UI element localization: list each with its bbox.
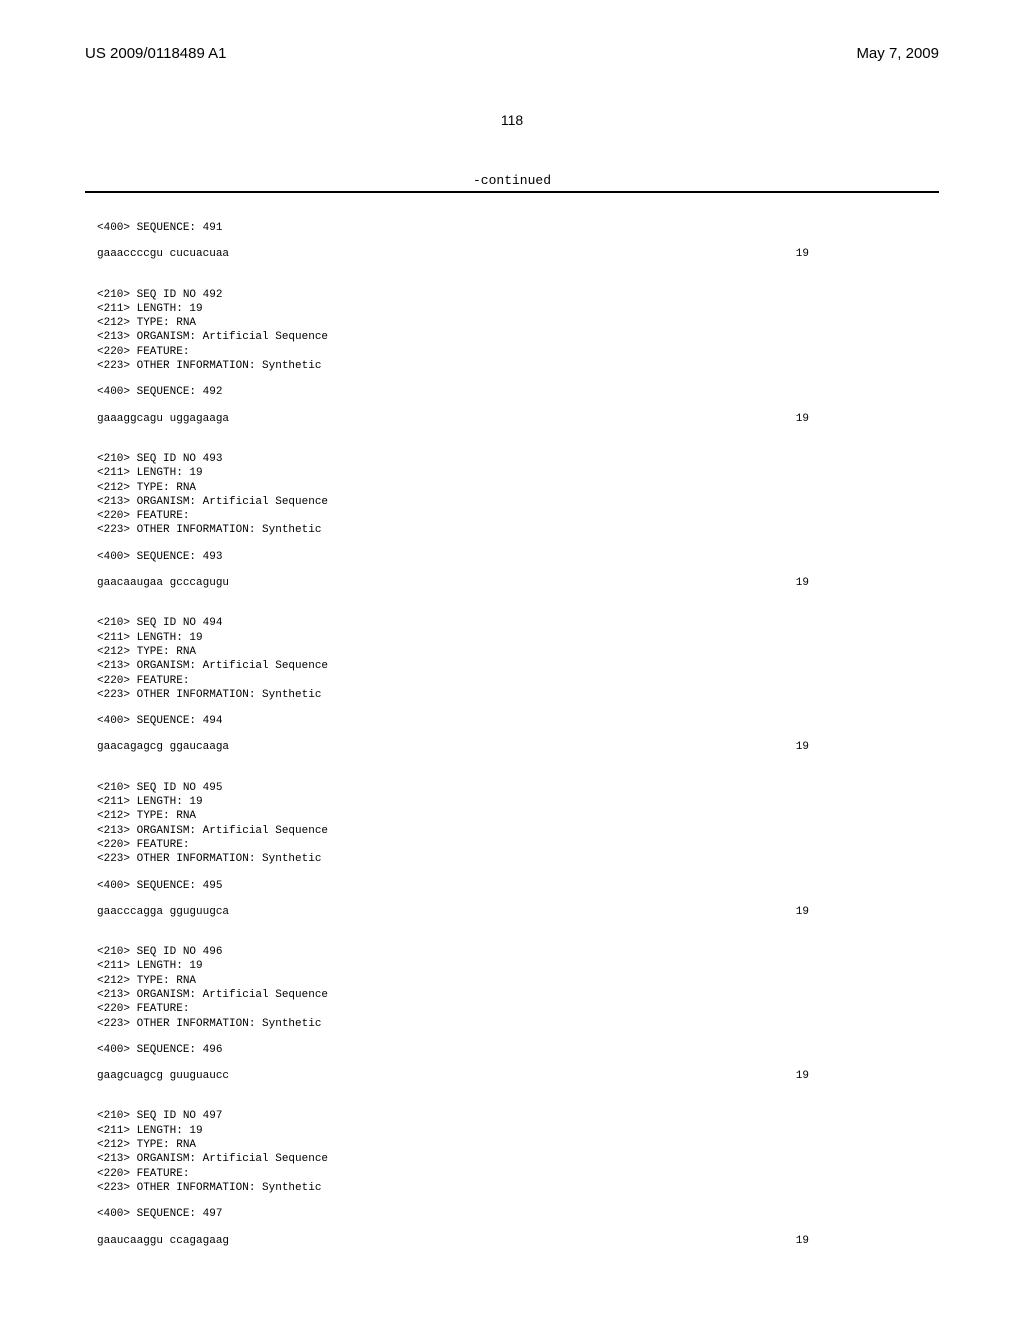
sequence-data: gaacaaugaa gcccagugu	[97, 576, 229, 590]
seq-field: <211> LENGTH: 19	[97, 1124, 939, 1138]
sequence-label: <400> SEQUENCE: 495	[97, 879, 939, 893]
seq-field: <212> TYPE: RNA	[97, 316, 939, 330]
sequence-label: <400> SEQUENCE: 494	[97, 714, 939, 728]
seq-field: <213> ORGANISM: Artificial Sequence	[97, 1152, 939, 1166]
seq-field: <213> ORGANISM: Artificial Sequence	[97, 659, 939, 673]
sequence-block: <210> SEQ ID NO 493 <211> LENGTH: 19 <21…	[97, 452, 939, 590]
seq-field: <212> TYPE: RNA	[97, 1138, 939, 1152]
seq-field: <213> ORGANISM: Artificial Sequence	[97, 330, 939, 344]
seq-field: <211> LENGTH: 19	[97, 302, 939, 316]
seq-field: <223> OTHER INFORMATION: Synthetic	[97, 523, 939, 537]
sequence-block: <210> SEQ ID NO 492 <211> LENGTH: 19 <21…	[97, 288, 939, 426]
seq-field: <212> TYPE: RNA	[97, 974, 939, 988]
sequence-listing: <400> SEQUENCE: 491 gaaaccccgu cucuacuaa…	[85, 221, 939, 1248]
sequence-data: gaaaccccgu cucuacuaa	[97, 247, 229, 261]
sequence-block: <400> SEQUENCE: 491 gaaaccccgu cucuacuaa…	[97, 221, 939, 262]
seq-field: <220> FEATURE:	[97, 1002, 939, 1016]
seq-field: <210> SEQ ID NO 497	[97, 1109, 939, 1123]
seq-field: <211> LENGTH: 19	[97, 959, 939, 973]
seq-field: <223> OTHER INFORMATION: Synthetic	[97, 1181, 939, 1195]
seq-field: <220> FEATURE:	[97, 674, 939, 688]
sequence-data-row: gaacagagcg ggaucaaga 19	[97, 740, 939, 754]
sequence-data-row: gaaucaaggu ccagagaag 19	[97, 1234, 939, 1248]
seq-field: <220> FEATURE:	[97, 1167, 939, 1181]
seq-field: <213> ORGANISM: Artificial Sequence	[97, 495, 939, 509]
sequence-length: 19	[796, 412, 809, 426]
seq-field: <220> FEATURE:	[97, 509, 939, 523]
sequence-data-row: gaaaggcagu uggagaaga 19	[97, 412, 939, 426]
sequence-label: <400> SEQUENCE: 497	[97, 1207, 939, 1221]
sequence-label: <400> SEQUENCE: 496	[97, 1043, 939, 1057]
seq-field: <213> ORGANISM: Artificial Sequence	[97, 824, 939, 838]
sequence-data: gaacagagcg ggaucaaga	[97, 740, 229, 754]
sequence-data: gaacccagga gguguugca	[97, 905, 229, 919]
sequence-length: 19	[796, 247, 809, 261]
seq-field: <212> TYPE: RNA	[97, 645, 939, 659]
seq-field: <223> OTHER INFORMATION: Synthetic	[97, 359, 939, 373]
sequence-data-row: gaacccagga gguguugca 19	[97, 905, 939, 919]
seq-field: <211> LENGTH: 19	[97, 795, 939, 809]
sequence-block: <210> SEQ ID NO 496 <211> LENGTH: 19 <21…	[97, 945, 939, 1083]
sequence-data-row: gaacaaugaa gcccagugu 19	[97, 576, 939, 590]
publication-number: US 2009/0118489 A1	[85, 45, 227, 62]
sequence-length: 19	[796, 740, 809, 754]
seq-field: <210> SEQ ID NO 493	[97, 452, 939, 466]
seq-field: <213> ORGANISM: Artificial Sequence	[97, 988, 939, 1002]
seq-field: <210> SEQ ID NO 494	[97, 616, 939, 630]
seq-field: <220> FEATURE:	[97, 838, 939, 852]
continued-label: -continued	[85, 173, 939, 188]
divider-line	[85, 191, 939, 193]
sequence-length: 19	[796, 905, 809, 919]
seq-field: <211> LENGTH: 19	[97, 466, 939, 480]
sequence-block: <210> SEQ ID NO 497 <211> LENGTH: 19 <21…	[97, 1109, 939, 1247]
seq-field: <223> OTHER INFORMATION: Synthetic	[97, 1017, 939, 1031]
sequence-label: <400> SEQUENCE: 491	[97, 221, 939, 235]
sequence-data: gaagcuagcg guuguaucc	[97, 1069, 229, 1083]
seq-field: <223> OTHER INFORMATION: Synthetic	[97, 688, 939, 702]
sequence-data: gaaucaaggu ccagagaag	[97, 1234, 229, 1248]
sequence-data-row: gaaaccccgu cucuacuaa 19	[97, 247, 939, 261]
seq-field: <210> SEQ ID NO 496	[97, 945, 939, 959]
sequence-data-row: gaagcuagcg guuguaucc 19	[97, 1069, 939, 1083]
seq-field: <210> SEQ ID NO 495	[97, 781, 939, 795]
seq-field: <212> TYPE: RNA	[97, 481, 939, 495]
sequence-length: 19	[796, 1069, 809, 1083]
seq-field: <220> FEATURE:	[97, 345, 939, 359]
seq-field: <212> TYPE: RNA	[97, 809, 939, 823]
sequence-label: <400> SEQUENCE: 492	[97, 385, 939, 399]
publication-date: May 7, 2009	[856, 45, 939, 62]
sequence-block: <210> SEQ ID NO 495 <211> LENGTH: 19 <21…	[97, 781, 939, 919]
page-number: 118	[85, 112, 939, 128]
seq-field: <210> SEQ ID NO 492	[97, 288, 939, 302]
seq-field: <211> LENGTH: 19	[97, 631, 939, 645]
sequence-block: <210> SEQ ID NO 494 <211> LENGTH: 19 <21…	[97, 616, 939, 754]
sequence-label: <400> SEQUENCE: 493	[97, 550, 939, 564]
seq-field: <223> OTHER INFORMATION: Synthetic	[97, 852, 939, 866]
page-header: US 2009/0118489 A1 May 7, 2009	[85, 45, 939, 62]
sequence-data: gaaaggcagu uggagaaga	[97, 412, 229, 426]
sequence-length: 19	[796, 576, 809, 590]
sequence-length: 19	[796, 1234, 809, 1248]
